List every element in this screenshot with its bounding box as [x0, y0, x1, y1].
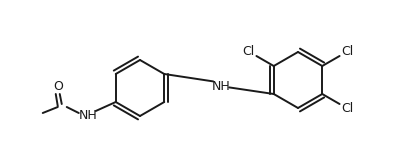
Text: NH: NH [212, 80, 231, 93]
Text: Cl: Cl [243, 45, 255, 58]
Text: NH: NH [78, 109, 97, 122]
Text: Cl: Cl [341, 102, 354, 115]
Text: Cl: Cl [341, 45, 354, 58]
Text: O: O [53, 79, 63, 93]
